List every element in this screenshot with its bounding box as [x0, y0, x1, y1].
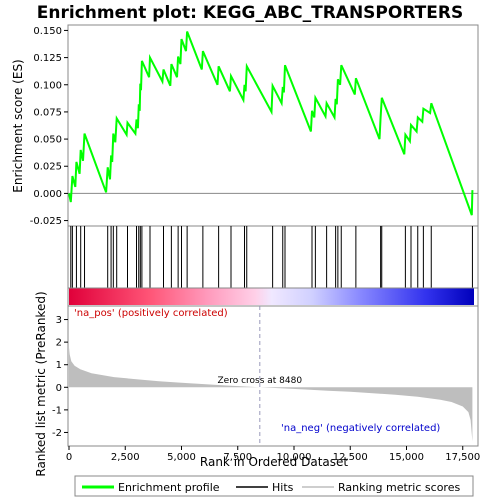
metric-y-tick-label: -1 [52, 405, 62, 416]
es-y-tick-label: -0.025 [30, 216, 62, 227]
chart-title: Enrichment plot: KEGG_ABC_TRANSPORTERS [37, 3, 463, 23]
metric-panel-frame [67, 305, 479, 447]
metric-y-ticks: -2 -1 0 1 2 3 [52, 315, 68, 439]
es-y-axis-label: Enrichment score (ES) [11, 59, 25, 192]
x-tick-label: 15,000 [389, 452, 424, 463]
es-y-tick-label: 0.050 [33, 135, 62, 146]
hits-panel [67, 225, 479, 289]
hit-marks [70, 226, 473, 288]
x-axis-label: Rank in Ordered Dataset [200, 455, 348, 469]
es-y-tick-label: 0.000 [33, 189, 62, 200]
metric-panel: -2 -1 0 1 2 3 Zero cross at 8480 'na_pos' (po… [34, 291, 479, 477]
metric-y-tick-label: 1 [56, 360, 62, 371]
x-tick-label: 5,000 [167, 452, 196, 463]
legend: Enrichment profile Hits Ranking metric s… [74, 475, 474, 497]
x-tick-label: 0 [66, 452, 72, 463]
enrichment-profile-line [68, 31, 474, 216]
x-tick-label: 12,500 [333, 452, 368, 463]
legend-metric-label: Ranking metric scores [338, 481, 460, 494]
x-tick-label: 2,500 [111, 452, 140, 463]
es-y-tick-label: 0.125 [33, 53, 62, 64]
neg-label: 'na_neg' (negatively correlated) [281, 423, 440, 434]
es-y-tick-label: 0.150 [33, 26, 62, 37]
metric-y-axis-label: Ranked list metric (PreRanked) [34, 291, 48, 476]
x-tick-label: 17,500 [445, 452, 480, 463]
legend-frame [74, 475, 474, 497]
es-y-tick-label: 0.100 [33, 80, 62, 91]
legend-hits-label: Hits [272, 481, 294, 494]
metric-y-tick-label: 3 [56, 315, 62, 326]
metric-y-tick-label: -2 [52, 428, 62, 439]
metric-y-tick-label: 0 [56, 383, 62, 394]
rank-color-bar [69, 288, 474, 305]
es-panel: -0.025 0.000 0.025 0.050 0.075 0.100 0.125 0.15… [11, 24, 479, 227]
es-y-ticks: -0.025 0.000 0.025 0.050 0.075 0.100 0.125 0.15… [30, 26, 68, 227]
es-y-tick-label: 0.025 [33, 162, 62, 173]
zero-cross-label: Zero cross at 8480 [218, 376, 303, 386]
es-y-tick-label: 0.075 [33, 107, 62, 118]
x-tick-label: 10,000 [277, 452, 312, 463]
legend-enrichment-label: Enrichment profile [118, 481, 220, 494]
metric-y-tick-label: 2 [56, 338, 62, 349]
pos-label: 'na_pos' (positively correlated) [74, 308, 228, 319]
x-tick-label: 7,500 [223, 452, 252, 463]
x-axis-ticks: 0 2,500 5,000 7,500 10,000 12,500 15,000 17,500 [66, 446, 480, 463]
